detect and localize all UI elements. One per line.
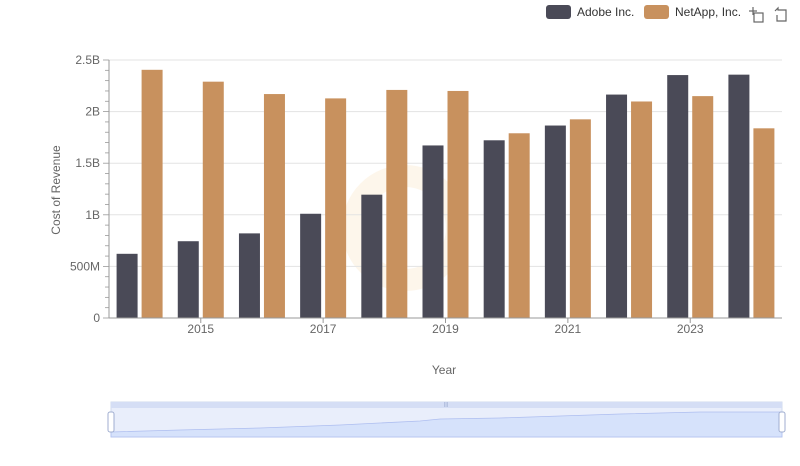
bar-adobe-2023[interactable] <box>667 75 689 318</box>
bar-adobe-2018[interactable] <box>361 194 383 318</box>
bar-adobe-2021[interactable] <box>544 125 566 318</box>
bar-netapp-2018[interactable] <box>386 89 408 318</box>
y-tick-label: 1.5B <box>75 156 100 170</box>
slider-grip-icon[interactable]: ||| <box>444 402 448 408</box>
y-axis-title: Cost of Revenue <box>49 145 63 235</box>
legend-swatch <box>644 5 669 19</box>
slider-top-bar[interactable] <box>111 402 782 408</box>
bar-adobe-2017[interactable] <box>300 213 322 318</box>
legend-label: NetApp, Inc. <box>675 5 741 19</box>
bar-netapp-2016[interactable] <box>263 94 285 318</box>
axes: 0 500M 1B 1.5B 2B 2.5B 2015 2017 2019 2021 2023 <box>70 53 782 336</box>
legend-item-netapp[interactable]: NetApp, Inc. <box>644 5 741 19</box>
x-axis-title: Year <box>432 363 456 377</box>
bar-netapp-2019[interactable] <box>447 90 469 319</box>
bars <box>116 69 775 319</box>
zoom-icon[interactable] <box>749 7 764 23</box>
bar-netapp-2017[interactable] <box>325 98 347 318</box>
bar-netapp-2015[interactable] <box>202 81 224 318</box>
y-tick-label: 1B <box>85 208 100 222</box>
bar-adobe-2020[interactable] <box>483 140 505 318</box>
x-tick-label: 2023 <box>677 322 704 336</box>
bar-netapp-2021[interactable] <box>569 119 591 318</box>
x-tick-label: 2021 <box>555 322 582 336</box>
x-tick-label: 2019 <box>432 322 459 336</box>
bar-adobe-2014[interactable] <box>116 253 138 318</box>
bar-netapp-2020[interactable] <box>508 133 530 318</box>
y-tick-label: 2B <box>85 105 100 119</box>
bar-netapp-2022[interactable] <box>631 101 653 319</box>
y-tick-label: 500M <box>70 259 100 273</box>
slider-left-handle[interactable] <box>107 411 115 433</box>
data-zoom-slider[interactable]: ||| <box>107 401 786 438</box>
restore-icon[interactable] <box>774 6 787 22</box>
bar-netapp-2024[interactable] <box>753 128 775 318</box>
bar-adobe-2024[interactable] <box>728 74 750 318</box>
bar-adobe-2022[interactable] <box>606 94 628 319</box>
bar-adobe-2019[interactable] <box>422 145 444 318</box>
bar-adobe-2015[interactable] <box>177 241 199 318</box>
slider-right-handle[interactable] <box>778 411 786 433</box>
bar-netapp-2014[interactable] <box>141 69 163 318</box>
legend-label: Adobe Inc. <box>577 5 634 19</box>
y-tick-label: 0 <box>93 311 100 325</box>
slider-preview-area <box>110 411 783 438</box>
legend-swatch <box>546 5 571 19</box>
legend: Adobe Inc. NetApp, Inc. <box>546 5 741 19</box>
x-tick-label: 2017 <box>310 322 337 336</box>
y-tick-label: 2.5B <box>75 53 100 67</box>
x-tick-label: 2015 <box>187 322 214 336</box>
bar-netapp-2023[interactable] <box>692 96 714 319</box>
bar-adobe-2016[interactable] <box>238 233 260 318</box>
legend-item-adobe[interactable]: Adobe Inc. <box>546 5 634 19</box>
